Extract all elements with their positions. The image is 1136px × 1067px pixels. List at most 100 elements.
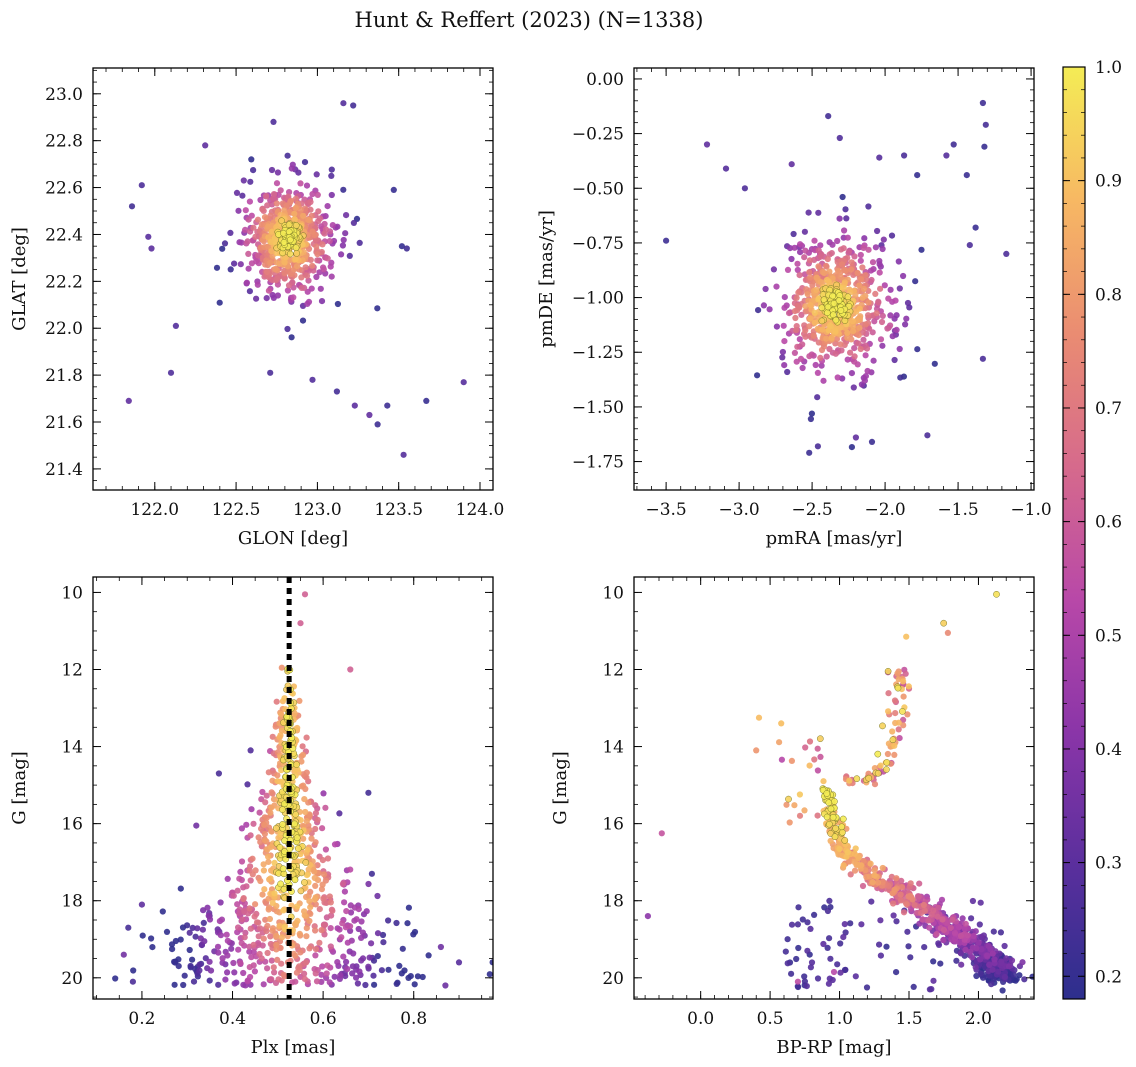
sky-point [245, 265, 252, 272]
sky-point [313, 171, 320, 178]
gplx-point [269, 899, 276, 907]
sky-point [340, 236, 347, 244]
sky-point [340, 186, 347, 193]
sky-point [286, 236, 294, 244]
cmd-point [806, 762, 813, 769]
gplx-point [303, 769, 310, 776]
pm-point [832, 350, 839, 357]
gplx-point [247, 877, 254, 884]
cmd-point [930, 977, 937, 984]
cmd-point [804, 947, 811, 954]
cmd-point [826, 897, 833, 905]
sky-ytick-label: 22.2 [45, 272, 83, 292]
cmd-point [1008, 957, 1016, 964]
gplx-point [306, 917, 313, 925]
sky-xtick-label: 122.5 [212, 500, 261, 520]
sky-point [248, 260, 255, 267]
pm-ytick-label: −1.50 [572, 398, 624, 418]
cmd-point [904, 928, 911, 935]
gplx-point [279, 806, 286, 813]
gplx-ytick-label: 10 [61, 583, 83, 603]
cmd-point [928, 986, 935, 993]
gplx-point [419, 973, 426, 981]
pm-point [851, 345, 858, 352]
gplx-point [214, 943, 222, 950]
gplx-point [247, 832, 254, 839]
sky-point [343, 212, 350, 219]
pm-point [794, 266, 801, 274]
sky-point [319, 241, 326, 248]
sky-point [292, 222, 300, 229]
cmd-point [1019, 959, 1026, 966]
sky-ytick-label: 22.4 [45, 225, 83, 245]
cmd-point [778, 720, 785, 727]
sky-point [400, 451, 407, 458]
pm-point [826, 268, 833, 275]
cmd-point [895, 726, 902, 733]
pm-point [874, 227, 881, 235]
pm-point [832, 327, 839, 334]
pm-point [901, 152, 908, 159]
magnitude-parallax-panel: 0.2 0.4 0.6 0.8 10 12 14 16 18 20 Plx [mas] G [mag] [9, 576, 494, 1058]
gplx-point [267, 933, 274, 940]
cmd-point [859, 882, 867, 890]
sky-point [313, 273, 320, 281]
sky-point [299, 241, 306, 248]
gplx-point [148, 935, 155, 942]
pm-point [844, 356, 851, 363]
sky-point [324, 255, 331, 262]
cmd-point [920, 901, 928, 909]
pm-point [781, 304, 788, 311]
cmd-point [989, 950, 996, 957]
gplx-point [411, 981, 418, 988]
cmd-point [1021, 976, 1028, 983]
cmd-ytick-label: 12 [602, 660, 624, 680]
gplx-point [247, 973, 254, 981]
pm-point [888, 232, 896, 239]
sky-point [301, 159, 309, 166]
sky-point [219, 245, 226, 252]
gplx-point [334, 959, 341, 966]
pm-point [823, 263, 830, 270]
gplx-point [306, 898, 313, 905]
cmd-point [903, 901, 910, 908]
pm-point [843, 215, 850, 222]
sky-point [250, 224, 257, 231]
gplx-point [327, 899, 334, 906]
gplx-point [355, 925, 362, 933]
sky-point [239, 192, 246, 199]
cmd-point [993, 590, 1000, 598]
gplx-point [279, 821, 286, 828]
cmd-point [847, 871, 854, 878]
gplx-point [251, 968, 258, 975]
pm-point [808, 410, 816, 417]
gplx-point [326, 893, 333, 900]
gplx-point [241, 908, 248, 915]
gplx-point [311, 868, 318, 875]
gplx-point [338, 934, 345, 941]
pm-ytick-label: −0.50 [572, 179, 624, 199]
cmd-ytick-label: 16 [602, 815, 624, 835]
sky-point [350, 102, 357, 109]
cmd-point [804, 919, 811, 926]
pm-point [812, 361, 819, 369]
sky-point [330, 237, 338, 245]
sky-ytick-label: 21.8 [45, 366, 83, 386]
gplx-point [319, 963, 326, 970]
gplx-point [320, 790, 327, 797]
cmd-point [879, 864, 886, 872]
sky-point [284, 287, 291, 294]
pm-point [866, 325, 873, 332]
gplx-point [358, 957, 365, 964]
pm-point [869, 259, 877, 266]
sky-ytick-label: 21.6 [45, 413, 83, 433]
gplx-point [302, 884, 309, 891]
cmd-point [879, 879, 886, 886]
pm-point [879, 245, 886, 253]
pm-point [872, 244, 880, 251]
sky-point [268, 201, 276, 208]
cmd-point [782, 948, 789, 955]
pm-point [897, 374, 904, 381]
gplx-point [294, 845, 302, 852]
gplx-point [486, 971, 493, 978]
